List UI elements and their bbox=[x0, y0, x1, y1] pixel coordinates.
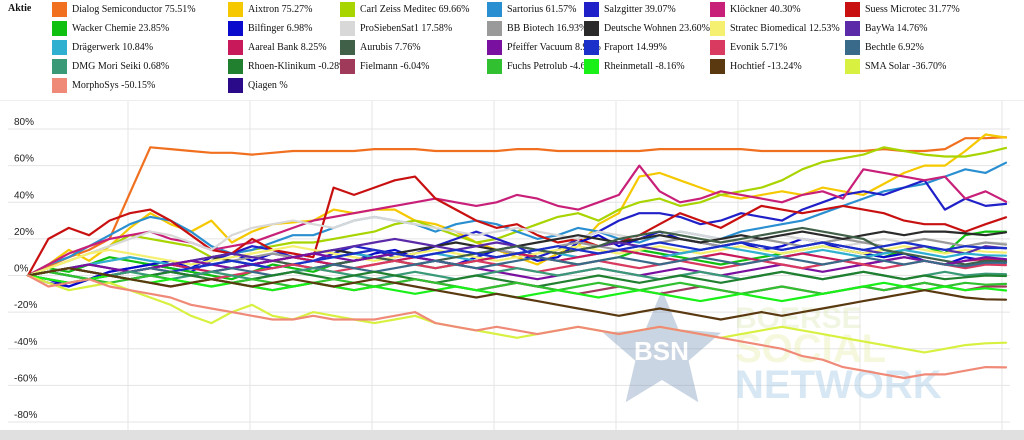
legend-swatch bbox=[845, 40, 860, 55]
y-tick-label: -80% bbox=[14, 410, 37, 421]
scroll-strip bbox=[0, 430, 1024, 440]
legend-swatch bbox=[52, 40, 67, 55]
legend-label: Deutsche Wohnen 23.60% bbox=[604, 23, 710, 34]
y-tick-label: -60% bbox=[14, 373, 37, 384]
legend-swatch bbox=[584, 40, 599, 55]
legend-swatch bbox=[710, 21, 725, 36]
series-line-morphosys bbox=[26, 274, 1008, 380]
legend-label: Pfeiffer Vacuum 8.91% bbox=[507, 42, 601, 53]
legend-swatch bbox=[845, 2, 860, 17]
legend-label: DMG Mori Seiki 0.68% bbox=[72, 61, 170, 72]
series-line-suess-microtec bbox=[26, 175, 1008, 277]
series-line-stratec-biomedical bbox=[26, 245, 1008, 277]
y-tick-label: 40% bbox=[14, 190, 34, 201]
legend-swatch bbox=[228, 2, 243, 17]
legend-label: MorphoSys -50.15% bbox=[72, 80, 156, 91]
legend-label: Evonik 5.71% bbox=[730, 42, 788, 53]
watermark-line3: NETWORK bbox=[735, 363, 942, 407]
y-tick-label: 0% bbox=[14, 264, 29, 275]
legend-swatch bbox=[340, 59, 355, 74]
y-tick-label: 80% bbox=[14, 117, 34, 128]
legend-swatch bbox=[228, 78, 243, 93]
legend-label: ProSiebenSat1 17.58% bbox=[360, 23, 453, 34]
legend-label: Carl Zeiss Meditec 69.66% bbox=[360, 4, 470, 15]
legend-label: BayWa 14.76% bbox=[865, 23, 928, 34]
y-tick-label: 60% bbox=[14, 154, 34, 165]
legend-label: Bilfinger 6.98% bbox=[248, 23, 313, 34]
legend-label: Suess Microtec 31.77% bbox=[865, 4, 960, 15]
legend-label: Rhoen-Klinikum -0.28% bbox=[248, 61, 348, 72]
legend-label: BB Biotech 16.93% bbox=[507, 23, 588, 34]
legend-label: Fraport 14.99% bbox=[604, 42, 667, 53]
legend-label: Fuchs Petrolub -4.64% bbox=[507, 61, 599, 72]
legend-swatch bbox=[487, 40, 502, 55]
legend-swatch bbox=[228, 21, 243, 36]
legend-swatch bbox=[584, 21, 599, 36]
legend-label: Aixtron 75.27% bbox=[248, 4, 313, 15]
legend-label: Stratec Biomedical 12.53% bbox=[730, 23, 840, 34]
legend-label: Hochtief -13.24% bbox=[730, 61, 802, 72]
legend-label: Aurubis 7.76% bbox=[360, 42, 421, 53]
legend-swatch bbox=[228, 40, 243, 55]
legend-swatch bbox=[845, 21, 860, 36]
watermark-star-icon bbox=[603, 290, 721, 403]
legend-swatch bbox=[52, 78, 67, 93]
legend-swatch bbox=[584, 59, 599, 74]
legend-label: Drägerwerk 10.84% bbox=[72, 42, 154, 53]
series-line-fraport bbox=[26, 241, 1008, 281]
legend-swatch bbox=[487, 21, 502, 36]
legend-label: Salzgitter 39.07% bbox=[604, 4, 676, 15]
series-line-pfeiffer-vacuum bbox=[26, 252, 1008, 281]
series-line-sma-solar bbox=[26, 274, 1008, 354]
legend-label: Fielmann -6.04% bbox=[360, 61, 430, 72]
legend-swatch bbox=[340, 21, 355, 36]
legend-label: Rheinmetall -8.16% bbox=[604, 61, 685, 72]
legend-swatch bbox=[228, 59, 243, 74]
watermark-line2: SOCIAL bbox=[735, 327, 886, 371]
legend: Aktie Dialog Semiconductor 75.51% Aixtron… bbox=[0, 0, 1024, 100]
legend-label: Qiagen % bbox=[248, 80, 288, 91]
y-tick-label: -20% bbox=[14, 300, 37, 311]
legend-title: Aktie bbox=[8, 3, 32, 14]
legend-swatch bbox=[52, 59, 67, 74]
legend-swatch bbox=[845, 59, 860, 74]
legend-swatch bbox=[584, 2, 599, 17]
legend-label: Sartorius 61.57% bbox=[507, 4, 577, 15]
legend-swatch bbox=[487, 2, 502, 17]
legend-label: Wacker Chemie 23.85% bbox=[72, 23, 170, 34]
legend-label: Klöckner 40.30% bbox=[730, 4, 801, 15]
legend-label: Dialog Semiconductor 75.51% bbox=[72, 4, 196, 15]
legend-swatch bbox=[487, 59, 502, 74]
legend-label: Bechtle 6.92% bbox=[865, 42, 924, 53]
chart-area: BSN BOERSE SOCIAL NETWORK 80% 60% 40% 20% 0% -20%… bbox=[0, 100, 1024, 440]
y-tick-label: 20% bbox=[14, 227, 34, 238]
legend-label: SMA Solar -36.70% bbox=[865, 61, 947, 72]
y-tick-label: -40% bbox=[14, 337, 37, 348]
legend-swatch bbox=[710, 2, 725, 17]
legend-swatch bbox=[52, 2, 67, 17]
series-line-hochtief bbox=[26, 267, 1008, 321]
legend-swatch bbox=[340, 40, 355, 55]
watermark-logo-text: BSN bbox=[634, 336, 689, 366]
legend-swatch bbox=[52, 21, 67, 36]
legend-swatch bbox=[710, 40, 725, 55]
legend-label: Aareal Bank 8.25% bbox=[248, 42, 327, 53]
series-line-dialog-semiconductor bbox=[26, 136, 1008, 277]
legend-swatch bbox=[710, 59, 725, 74]
legend-swatch bbox=[340, 2, 355, 17]
